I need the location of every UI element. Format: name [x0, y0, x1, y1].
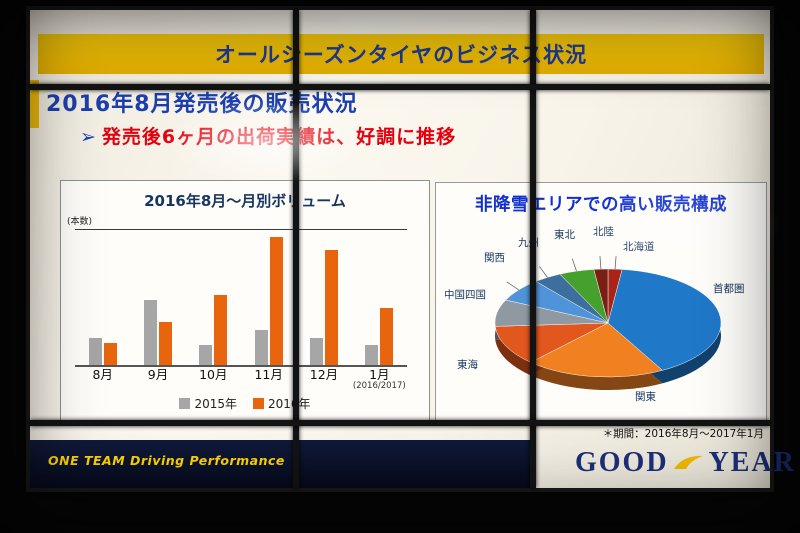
x-tick-label: 8月 [92, 367, 113, 382]
slide-title: オールシーズンタイヤのビジネス状況 [214, 43, 588, 67]
pie-chart-note: ＊期間：2016年8月～2017年1月 [602, 428, 764, 440]
key-message-text: 発売後6ヶ月の出荷実績は、好調に推移 [101, 126, 457, 148]
pie-slice [494, 322, 609, 363]
pie-leader-line [539, 266, 548, 278]
legend-item: 2016年 [253, 395, 311, 412]
pie-label-chugoku-shikoku: 中国四国 [444, 289, 486, 301]
x-tick-label: 12月 [309, 367, 339, 382]
legend-label: 2016年 [268, 397, 311, 411]
pie-leader-line [614, 256, 617, 270]
bar-2016年 [380, 308, 394, 365]
bar-group [143, 230, 172, 365]
footer-band: ONE TEAM Driving Performance [30, 440, 532, 488]
pie-chart-title: 非降雪エリアでの高い販売構成 [475, 195, 727, 215]
pie-label-hokuriku: 北陸 [593, 226, 614, 238]
bar-2015年 [143, 300, 157, 365]
bezel-vertical-1 [293, 10, 299, 488]
pie-label-tohoku: 東北 [554, 229, 575, 241]
bar-2016年 [324, 250, 338, 365]
goodyear-logo: GOOD YEAR [575, 443, 796, 483]
footer-tagline: ONE TEAM Driving Performance [48, 453, 285, 468]
bar-group [309, 230, 338, 365]
bar-chart-panel: 2016年8月～月別ボリューム (本数) 8月 9月 10月 11月 12月 1月 (201… [60, 180, 430, 424]
bar-2015年 [365, 344, 379, 365]
bar-2015年 [309, 338, 323, 365]
bar-2015年 [199, 344, 213, 365]
bar-plot [75, 229, 407, 367]
x-tick-label: 1月 (2016/2017) [352, 367, 406, 391]
goodyear-logo-year: YEAR [708, 447, 796, 478]
pie-leader-line [571, 258, 577, 272]
x-tick-label: 11月 [254, 367, 283, 382]
bar-2016年 [103, 343, 117, 365]
bar-xlabels: 8月 9月 10月 11月 12月 1月 (2016/2017) [75, 368, 407, 391]
legend-swatch [253, 398, 264, 409]
key-message: ➢ 発売後6ヶ月の出荷実績は、好調に推移 [80, 122, 456, 149]
bar-group [88, 230, 117, 365]
bar-2016年 [269, 236, 283, 365]
bar-2016年 [214, 294, 228, 365]
bezel-horizontal-2 [30, 420, 770, 426]
section-heading: 2016年8月発売後の販売状況 [46, 92, 358, 117]
bar-2015年 [254, 329, 268, 365]
bar-2016年 [158, 321, 172, 365]
bar-2015年 [88, 338, 102, 365]
pie-leader-line [506, 281, 519, 291]
yellow-accent-strip [30, 80, 39, 128]
pie-slice [607, 269, 722, 371]
bar-legend: 2015年 2016年 [61, 395, 429, 412]
pie-label-tokai: 東海 [457, 359, 478, 371]
pie-label-kansai: 関西 [484, 252, 505, 264]
bar-group [254, 230, 283, 365]
bar-group [365, 230, 394, 365]
x-tick-label: 10月 [199, 367, 228, 382]
legend-label: 2015年 [194, 397, 237, 411]
bezel-vertical-2 [530, 10, 536, 488]
legend-swatch [179, 398, 191, 409]
goodyear-wingfoot-icon [673, 455, 703, 469]
bar-chart-title: 2016年8月～月別ボリューム [144, 192, 346, 210]
pie-slice [530, 322, 663, 378]
bar-group [199, 230, 228, 365]
x-tick-label: 9月 [147, 367, 169, 382]
presentation-slide: オールシーズンタイヤのビジネス状況 2016年8月発売後の販売状況 ➢ 発売後6ヶ… [30, 10, 794, 488]
pie-label-shutoken: 首都圏 [713, 283, 745, 295]
slide-title-banner: オールシーズンタイヤのビジネス状況 [38, 34, 764, 74]
bezel-horizontal-1 [30, 84, 770, 90]
arrow-icon: ➢ [80, 126, 96, 148]
pie-chart-panel: 非降雪エリアでの高い販売構成 北海道 首都圏 関東 東海 中国四国 関西 九州 … [435, 182, 767, 424]
pie-leader-line [599, 256, 602, 270]
pie-label-hokkaido: 北海道 [623, 241, 655, 253]
pie-chart [494, 256, 722, 390]
y-axis-label: (本数) [67, 217, 93, 227]
goodyear-logo-good: GOOD [575, 447, 669, 478]
pie-label-kanto: 関東 [635, 391, 656, 403]
legend-item: 2015年 [179, 395, 237, 412]
